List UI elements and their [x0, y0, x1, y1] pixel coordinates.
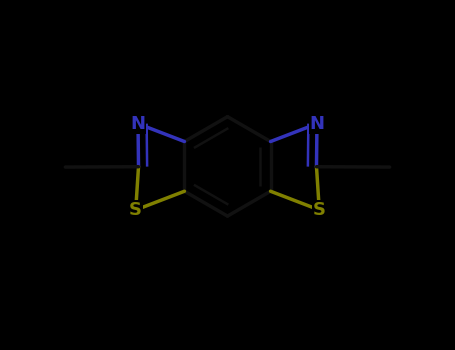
- Text: S: S: [313, 201, 326, 219]
- Text: N: N: [131, 115, 146, 133]
- Text: N: N: [309, 115, 324, 133]
- Text: S: S: [129, 201, 142, 219]
